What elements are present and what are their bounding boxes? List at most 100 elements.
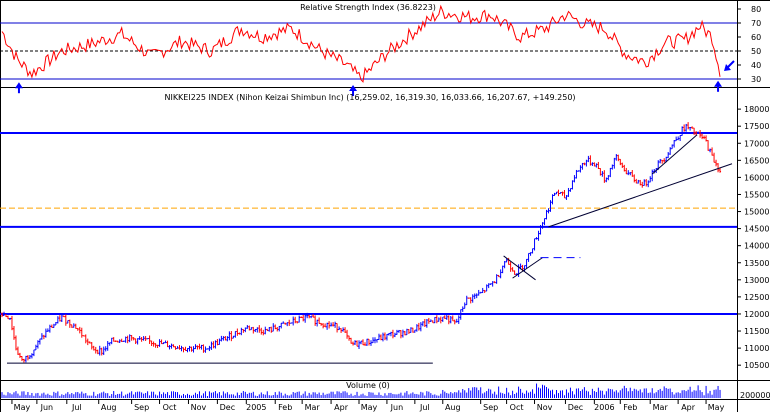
rsi-arrow-1 xyxy=(349,85,358,96)
price-bar xyxy=(417,322,420,331)
price-bar xyxy=(467,297,470,299)
price-bar xyxy=(427,317,430,324)
rsi-series-line xyxy=(1,4,721,83)
price-bar xyxy=(719,167,722,173)
price-bar xyxy=(162,342,165,345)
x-tick-label: Feb xyxy=(278,403,292,412)
price-bar xyxy=(597,161,600,170)
x-tick-label: Oct xyxy=(510,403,524,412)
price-bar xyxy=(286,322,289,327)
price-bar xyxy=(425,319,428,328)
price-bar xyxy=(22,358,25,363)
price-bar xyxy=(306,312,309,319)
price-bar xyxy=(681,126,684,136)
price-bar xyxy=(40,333,43,340)
price-bar xyxy=(6,315,9,320)
price-bar xyxy=(471,294,474,303)
price-bar xyxy=(399,330,402,339)
rsi-y-ticks: 80 70 60 50 40 30 xyxy=(737,5,761,84)
price-bar xyxy=(362,339,365,346)
price-bar xyxy=(465,295,468,306)
price-bar xyxy=(122,340,125,342)
price-bar xyxy=(36,340,39,349)
price-bar xyxy=(78,326,81,334)
price-bar xyxy=(316,319,319,327)
price-bar xyxy=(138,336,141,340)
price-bar xyxy=(565,195,568,200)
price-y-tick-label: 11500 xyxy=(744,327,769,336)
price-bar xyxy=(457,315,460,324)
price-panel-bottom xyxy=(0,380,770,381)
price-bar xyxy=(152,341,155,347)
price-bar xyxy=(419,322,422,332)
price-bar xyxy=(148,335,151,344)
price-bar xyxy=(240,327,243,336)
price-bar xyxy=(623,164,626,172)
price-bar xyxy=(330,322,333,327)
price-bar xyxy=(180,345,183,352)
price-bar xyxy=(591,162,594,167)
price-bar xyxy=(569,188,572,192)
price-y-tick-label: 15000 xyxy=(744,208,769,217)
price-bar xyxy=(236,328,239,336)
x-axis: May Jun Jul Aug Sep Oct Nov Dec 2005 Feb Mar Apr May… xyxy=(11,400,725,412)
price-bar xyxy=(429,319,432,322)
price-bar xyxy=(116,340,119,343)
price-bar xyxy=(415,324,418,332)
price-bar xyxy=(200,344,203,350)
price-bar xyxy=(366,338,369,346)
price-bar xyxy=(439,316,442,324)
x-tick-label: 2005 xyxy=(246,403,266,412)
price-bar xyxy=(168,345,171,350)
price-bar xyxy=(176,346,179,350)
price-bar xyxy=(238,332,241,335)
price-bar xyxy=(264,326,267,335)
price-bar xyxy=(477,289,480,296)
price-bar xyxy=(166,340,169,348)
price-bar xyxy=(56,316,59,324)
price-bar xyxy=(617,154,620,162)
price-trendline-2 xyxy=(651,134,698,175)
price-bar xyxy=(409,327,412,333)
x-tick-label: Feb xyxy=(623,403,637,412)
x-tick-label: Mar xyxy=(653,403,669,412)
price-bar xyxy=(531,248,534,254)
price-bar xyxy=(705,135,708,142)
price-bar xyxy=(58,315,61,322)
price-bar xyxy=(178,345,181,350)
price-bar xyxy=(120,338,123,342)
price-bar xyxy=(549,200,552,212)
price-bar xyxy=(423,318,426,328)
price-bar xyxy=(34,344,37,351)
x-tick-label: Nov xyxy=(537,403,553,412)
price-bar xyxy=(70,324,73,328)
price-bar xyxy=(334,321,337,328)
price-bar xyxy=(421,321,424,327)
price-bar xyxy=(511,267,514,272)
price-bar xyxy=(541,222,544,229)
price-bar xyxy=(130,335,133,341)
price-bar xyxy=(685,123,688,132)
x-tick-label: 2006 xyxy=(594,403,614,412)
price-bar xyxy=(677,136,680,141)
price-bar xyxy=(304,313,307,323)
price-bar xyxy=(387,332,390,336)
price-y-tick-label: 14500 xyxy=(744,225,769,234)
price-bar xyxy=(487,283,490,289)
price-bar xyxy=(140,337,143,342)
rsi-panel: Relative Strength Index (36.8223) 80 70 60… xyxy=(0,3,761,96)
price-bar xyxy=(543,218,546,226)
price-trendline-3 xyxy=(503,255,536,281)
price-bar xyxy=(234,330,237,338)
price-bar xyxy=(581,162,584,170)
price-bar xyxy=(290,322,293,324)
price-bar xyxy=(312,314,315,318)
x-tick-label: Sep xyxy=(483,403,498,412)
price-bar xyxy=(575,169,578,179)
price-bar xyxy=(68,319,71,328)
price-bar xyxy=(278,325,281,332)
price-bar xyxy=(683,124,686,132)
price-bar xyxy=(407,329,410,334)
frame-left xyxy=(0,0,1,412)
price-bar xyxy=(282,321,285,324)
